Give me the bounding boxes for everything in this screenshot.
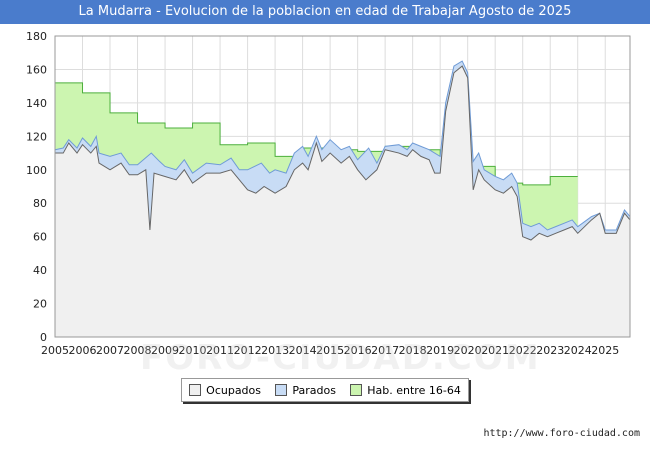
x-tick-label: 2025 (591, 344, 619, 357)
x-tick-label: 2018 (399, 344, 427, 357)
y-tick-label: 160 (26, 63, 47, 76)
watermark: FORO-CIUDAD.COM (140, 338, 541, 378)
legend-label-hab: Hab. entre 16-64 (367, 383, 461, 397)
x-tick-label: 2009 (151, 344, 179, 357)
legend-label-parados: Parados (292, 383, 336, 397)
legend-item-ocupados: Ocupados (189, 384, 261, 397)
y-tick-label: 100 (26, 164, 47, 177)
chart-legend: Ocupados Parados Hab. entre 16-64 (181, 378, 469, 402)
x-tick-label: 2010 (179, 344, 207, 357)
y-tick-label: 120 (26, 130, 47, 143)
x-tick-label: 2005 (41, 344, 69, 357)
x-tick-label: 2023 (536, 344, 564, 357)
y-tick-label: 60 (33, 231, 47, 244)
legend-swatch-hab (350, 384, 363, 396)
x-tick-label: 2021 (481, 344, 509, 357)
y-tick-label: 180 (26, 30, 47, 43)
legend-swatch-parados (275, 384, 288, 396)
x-tick-label: 2017 (371, 344, 399, 357)
x-tick-label: 2020 (454, 344, 482, 357)
footer-url: http://www.foro-ciudad.com (483, 428, 640, 439)
y-tick-label: 40 (33, 264, 47, 277)
x-tick-label: 2022 (509, 344, 537, 357)
y-tick-label: 0 (40, 331, 47, 344)
x-tick-label: 2019 (426, 344, 454, 357)
x-tick-label: 2024 (564, 344, 592, 357)
legend-label-ocupados: Ocupados (206, 383, 262, 397)
plot-frame (54, 35, 631, 338)
x-tick-label: 2015 (316, 344, 344, 357)
x-tick-label: 2016 (344, 344, 372, 357)
x-tick-label: 2007 (96, 344, 124, 357)
parados-line (54, 60, 631, 231)
chart-svg: 0 20 40 60 80 100 120 140 160 180 2005 2006 2007 2008… (26, 30, 631, 357)
x-tick-label: 2006 (69, 344, 97, 357)
legend-swatch-ocupados (189, 384, 202, 396)
x-tick-label: 2013 (261, 344, 289, 357)
chart-title: La Mudarra - Evolucion de la poblacion e… (0, 0, 650, 24)
legend-item-hab: Hab. entre 16-64 (350, 384, 461, 397)
y-tick-label: 140 (26, 97, 47, 110)
x-tick-label: 2014 (289, 344, 317, 357)
x-tick-label: 2012 (234, 344, 262, 357)
x-tick-label: 2008 (124, 344, 152, 357)
ocupados-line (55, 65, 631, 241)
y-tick-label: 20 (33, 298, 47, 311)
y-tick-label: 80 (33, 197, 47, 210)
ocupados-area (55, 66, 630, 337)
x-tick-label: 2011 (206, 344, 234, 357)
legend-item-parados: Parados (275, 384, 336, 397)
